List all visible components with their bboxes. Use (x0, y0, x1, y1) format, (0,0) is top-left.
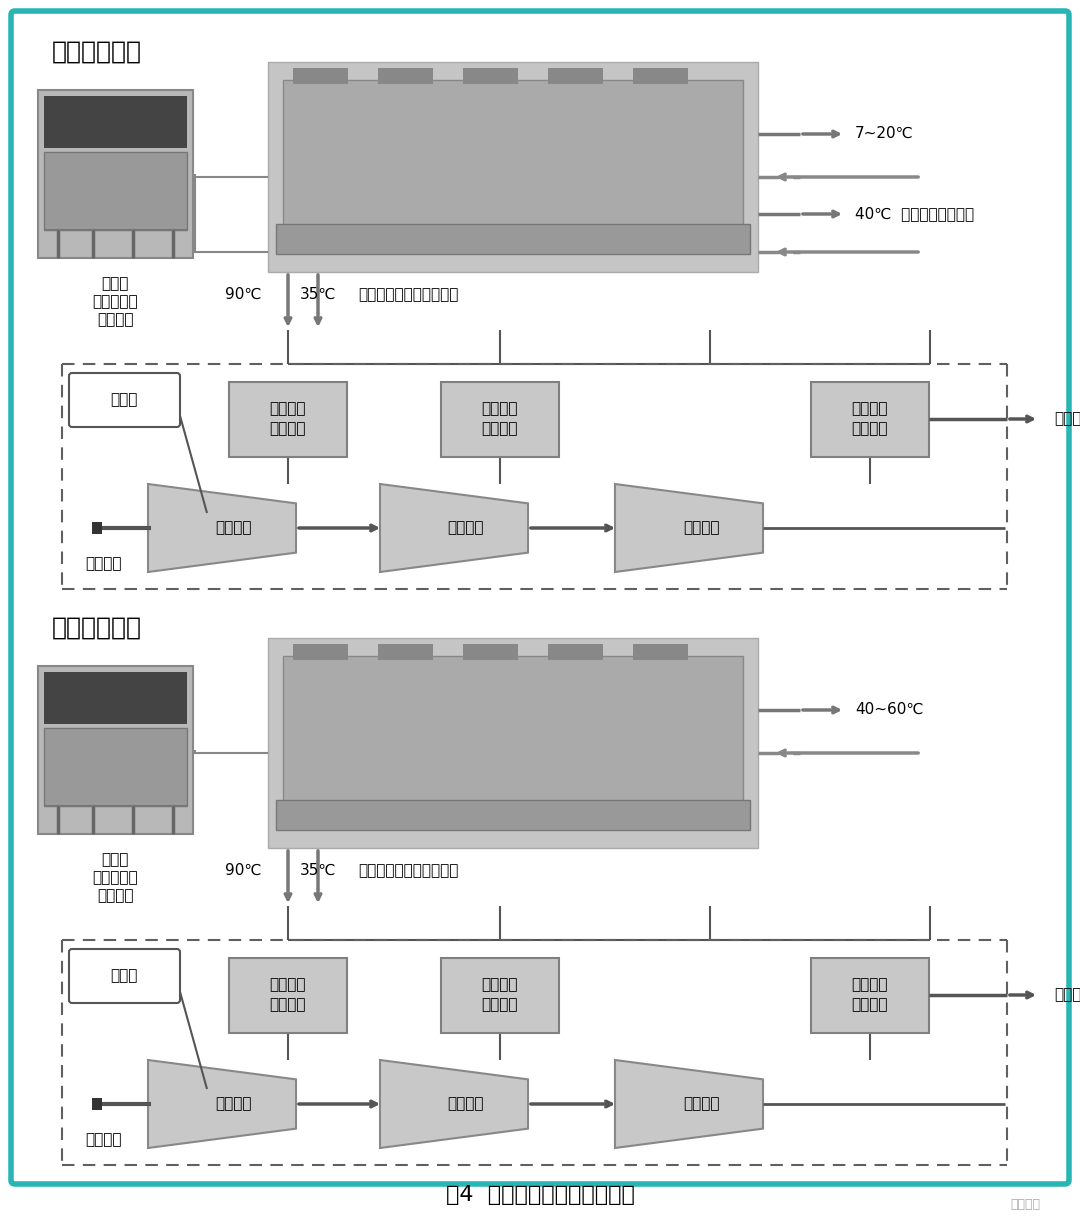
Bar (44, 672, 187, 723)
Bar (293, 644, 348, 660)
Bar (229, 382, 347, 457)
Bar (92, 522, 102, 534)
Bar (378, 68, 433, 84)
Text: 压缩空气出: 压缩空气出 (1054, 412, 1080, 426)
Bar (229, 958, 347, 1033)
Text: 三级压缩: 三级压缩 (683, 521, 719, 535)
Bar (38, 666, 193, 833)
Text: 35℃: 35℃ (300, 287, 337, 302)
Text: 一级余热: 一级余热 (270, 978, 307, 992)
Text: 空气吸入: 空气吸入 (84, 1132, 121, 1147)
Text: 二级压缩: 二级压缩 (448, 1096, 484, 1112)
Text: 图4  离心空压机节能改造原理: 图4 离心空压机节能改造原理 (446, 1185, 634, 1205)
Text: 冷却塔: 冷却塔 (102, 852, 129, 866)
Text: 空压机余热回收专用机组: 空压机余热回收专用机组 (357, 287, 458, 302)
Bar (38, 90, 193, 258)
Text: 一级余热: 一级余热 (270, 402, 307, 417)
Text: 空压机: 空压机 (110, 969, 137, 984)
Polygon shape (148, 484, 296, 572)
Text: 季制冷用: 季制冷用 (97, 888, 133, 903)
Bar (441, 958, 559, 1033)
Text: 二级压缩: 二级压缩 (448, 521, 484, 535)
Text: 空气吸入: 空气吸入 (84, 556, 121, 571)
Bar (283, 656, 743, 800)
Text: 压缩机网: 压缩机网 (1010, 1199, 1040, 1211)
Bar (378, 644, 433, 660)
Bar (276, 800, 750, 830)
Bar (268, 638, 758, 848)
FancyBboxPatch shape (69, 949, 180, 1003)
Bar (268, 62, 758, 273)
Text: 取热装置: 取热装置 (852, 422, 888, 436)
Bar (548, 644, 603, 660)
Polygon shape (615, 484, 762, 572)
Text: 二级余热: 二级余热 (482, 978, 518, 992)
Bar (44, 728, 187, 807)
Bar (463, 644, 518, 660)
Text: 90℃: 90℃ (225, 287, 261, 302)
Polygon shape (615, 1059, 762, 1147)
Text: 40℃  生活热水或冷却水: 40℃ 生活热水或冷却水 (855, 207, 974, 221)
Text: 二级余热: 二级余热 (482, 402, 518, 417)
Text: 冷却塔: 冷却塔 (102, 276, 129, 291)
Text: 取热装置: 取热装置 (270, 997, 307, 1013)
Text: 一级压缩: 一级压缩 (216, 521, 253, 535)
Bar (633, 68, 688, 84)
Text: 90℃: 90℃ (225, 863, 261, 877)
Bar (283, 79, 743, 225)
Bar (548, 68, 603, 84)
Text: 原冷却塔夏: 原冷却塔夏 (92, 870, 138, 885)
Bar (441, 382, 559, 457)
Polygon shape (380, 1059, 528, 1147)
Text: 原冷却塔夏: 原冷却塔夏 (92, 295, 138, 309)
Text: 三级压缩: 三级压缩 (683, 1096, 719, 1112)
Polygon shape (380, 484, 528, 572)
Text: 空压机余热回收专用机组: 空压机余热回收专用机组 (357, 863, 458, 877)
Bar (463, 68, 518, 84)
Bar (44, 97, 187, 148)
Bar (92, 1099, 102, 1110)
Bar (811, 382, 929, 457)
Polygon shape (148, 1059, 296, 1147)
Bar (293, 68, 348, 84)
Text: 夏季制冷工况: 夏季制冷工况 (52, 40, 141, 64)
Text: 35℃: 35℃ (300, 863, 337, 877)
Bar (811, 958, 929, 1033)
Text: 压缩空气出: 压缩空气出 (1054, 987, 1080, 1002)
Text: 空压机: 空压机 (110, 392, 137, 407)
Text: 取热装置: 取热装置 (482, 422, 518, 436)
Text: 冬季制冷工况: 冬季制冷工况 (52, 616, 141, 640)
Text: 季制冷用: 季制冷用 (97, 312, 133, 327)
Text: 取热装置: 取热装置 (270, 422, 307, 436)
FancyBboxPatch shape (11, 11, 1069, 1184)
Text: 取热装置: 取热装置 (852, 997, 888, 1013)
Text: 取热装置: 取热装置 (482, 997, 518, 1013)
Bar (44, 152, 187, 230)
Text: 7~20℃: 7~20℃ (855, 126, 914, 141)
Text: 40~60℃: 40~60℃ (855, 701, 923, 717)
Bar (633, 644, 688, 660)
FancyBboxPatch shape (69, 373, 180, 426)
Text: 后冷余热: 后冷余热 (852, 402, 888, 417)
Text: 一级压缩: 一级压缩 (216, 1096, 253, 1112)
Text: 后冷余热: 后冷余热 (852, 978, 888, 992)
Bar (276, 224, 750, 254)
